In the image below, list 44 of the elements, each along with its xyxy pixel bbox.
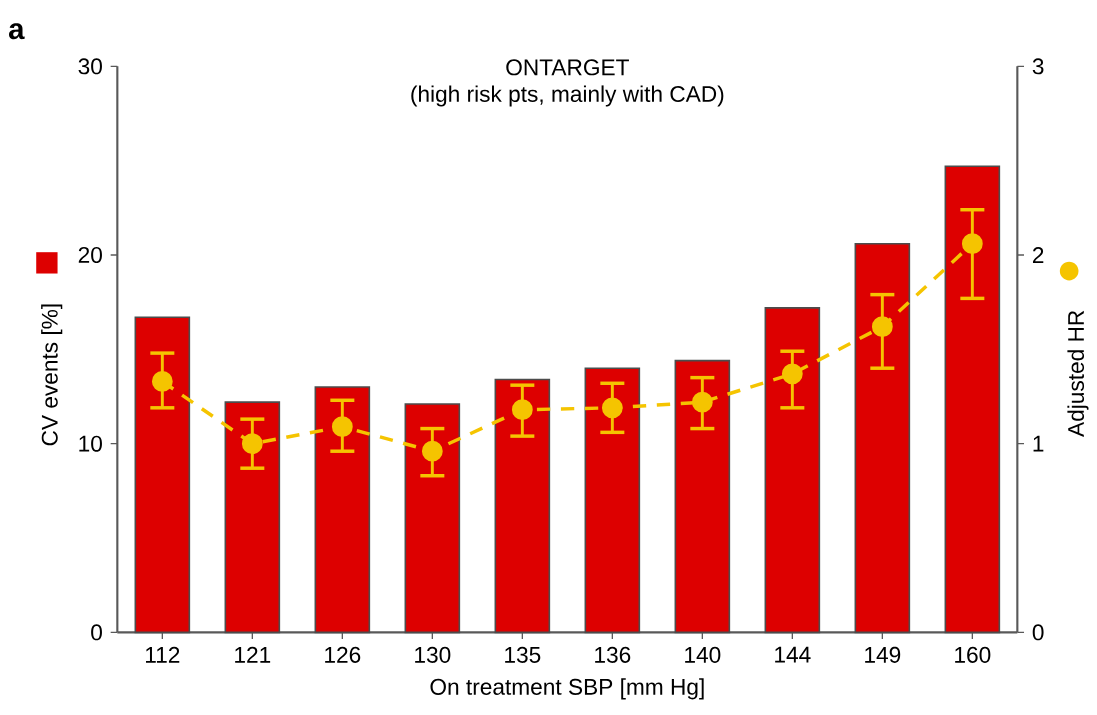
bar xyxy=(404,403,461,634)
y-tick-label: 30 xyxy=(78,58,102,75)
bar xyxy=(314,386,371,634)
point xyxy=(871,316,893,338)
point xyxy=(781,363,803,385)
y-axis-title: CV events [%] xyxy=(41,304,63,446)
x-tick-label: 126 xyxy=(325,646,361,663)
x-tick-label: 144 xyxy=(775,646,811,663)
chart-title: ONTARGET xyxy=(506,59,629,76)
y-tick-label: 10 xyxy=(79,435,102,452)
x-tick-label: 112 xyxy=(146,646,180,663)
x-axis-title: On treatment SBP [mm Hg] xyxy=(430,678,704,700)
bar xyxy=(494,378,551,634)
bar xyxy=(944,165,1001,634)
x-tick-label: 140 xyxy=(685,646,721,663)
bar xyxy=(134,316,191,634)
x-tick-label: 121 xyxy=(235,646,271,663)
bar xyxy=(764,307,821,634)
point xyxy=(961,233,983,255)
point xyxy=(511,399,533,421)
y2-tick-label: 2 xyxy=(1032,247,1044,263)
y2-tick-label: 0 xyxy=(1032,624,1044,641)
point xyxy=(331,416,353,438)
y2-tick-label: 3 xyxy=(1032,58,1044,75)
y2-axis-title: Adjusted HR xyxy=(1067,310,1089,437)
bar xyxy=(224,401,281,634)
bar xyxy=(854,242,911,634)
x-tick-label: 136 xyxy=(595,646,631,663)
point xyxy=(151,371,173,392)
point xyxy=(601,397,623,419)
text: a xyxy=(9,23,25,40)
bar xyxy=(584,367,641,634)
point xyxy=(421,440,443,462)
bar xyxy=(674,359,731,634)
x-tick-label: 130 xyxy=(415,646,451,663)
point xyxy=(691,391,713,413)
x-tick-label: 149 xyxy=(865,646,901,663)
y2-tick-label: 1 xyxy=(1033,435,1044,452)
point xyxy=(241,433,263,455)
x-tick-label: 160 xyxy=(955,646,991,663)
x-tick-label: 135 xyxy=(505,646,541,663)
y-tick-label: 20 xyxy=(78,246,102,264)
text: (high risk pts, mainly with CAD) xyxy=(411,85,724,107)
y-tick-label: 0 xyxy=(91,624,102,641)
